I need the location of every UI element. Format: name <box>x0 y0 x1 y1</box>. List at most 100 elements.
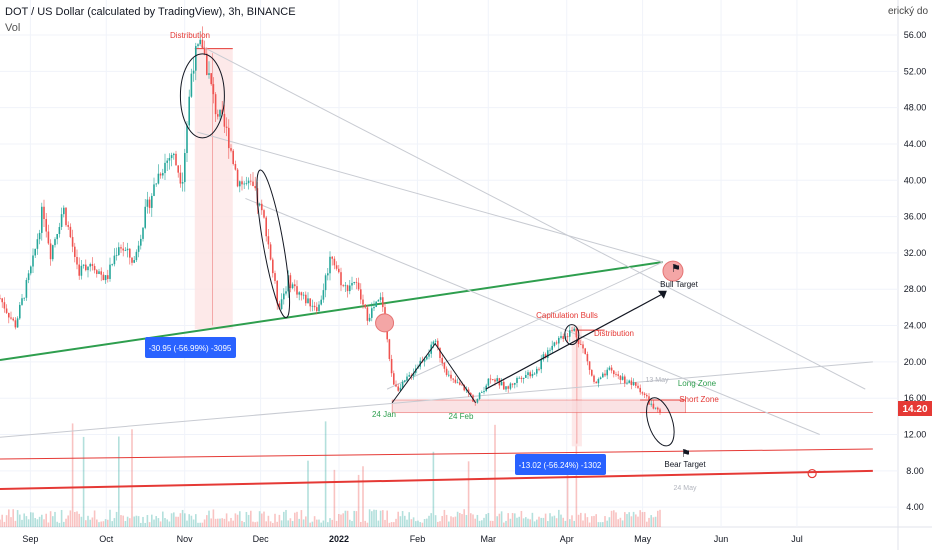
volume-bar <box>296 511 298 527</box>
candle-body <box>342 285 344 287</box>
candle-body <box>406 376 408 381</box>
candle-body <box>19 304 21 319</box>
candle-body <box>280 299 283 310</box>
volume-bar <box>85 520 87 527</box>
candle-body <box>30 266 32 274</box>
volume-bar <box>608 517 611 527</box>
candle-body <box>100 271 102 275</box>
volume-bar <box>291 521 294 527</box>
volume-bar <box>401 511 404 527</box>
bull-arrow-head <box>657 290 667 299</box>
volume-bar <box>643 511 646 527</box>
candle-body <box>538 368 540 370</box>
candle-body <box>439 347 441 358</box>
candle-body <box>437 340 439 348</box>
candle-body <box>129 248 131 258</box>
candle-body <box>146 199 149 207</box>
candle-body <box>43 206 45 220</box>
zigzag-line <box>391 342 477 404</box>
candle-body <box>126 248 129 251</box>
volume-bar <box>19 514 21 527</box>
candle-body <box>23 297 25 299</box>
candle-body <box>652 403 655 409</box>
volume-bar <box>375 509 377 527</box>
time-tick-label: Apr <box>560 534 574 544</box>
volume-indicator-label[interactable]: Vol <box>5 22 21 34</box>
volume-bar <box>214 518 217 527</box>
candle-body <box>41 206 43 233</box>
volume-bar <box>223 518 226 527</box>
volume-bar <box>509 518 512 527</box>
candle-body <box>142 227 144 239</box>
volume-bar <box>78 513 80 527</box>
drop-callout-1[interactable]: -30.95 (-56.99%) -3095 <box>145 337 236 358</box>
volume-bar <box>604 516 606 527</box>
candle-body <box>463 384 465 391</box>
drop-callout-2[interactable]: -13.02 (-56.24%) -1302 <box>515 454 606 475</box>
scale-label[interactable]: erický do <box>887 6 928 17</box>
candle-body <box>291 284 294 289</box>
price-axis-panel[interactable] <box>898 0 932 550</box>
volume-bar <box>544 513 547 527</box>
candle-body <box>113 255 116 265</box>
candle-body <box>395 384 397 387</box>
volume-bar <box>410 519 413 527</box>
candle-body <box>69 226 72 238</box>
volume-bar <box>245 511 248 527</box>
candle-body <box>234 164 237 170</box>
volume-bar <box>624 512 626 527</box>
volume-bar <box>49 511 52 527</box>
volume-bar <box>426 518 428 527</box>
candle-body <box>500 381 503 386</box>
candle-body <box>162 173 164 176</box>
candle-body <box>327 273 329 276</box>
volume-bar <box>443 509 446 527</box>
decline-ellipse <box>256 169 291 319</box>
volume-bar <box>452 517 454 527</box>
volume-bar <box>335 520 338 527</box>
candle-body <box>243 183 245 185</box>
candle-body <box>452 378 454 380</box>
candle-body <box>173 153 175 156</box>
volume-bar <box>606 520 608 527</box>
candle-body <box>228 127 230 149</box>
candle-body <box>294 284 296 287</box>
volume-bar <box>60 509 63 527</box>
candle-body <box>540 359 542 370</box>
volume-bar <box>133 516 135 527</box>
volume-bar <box>221 518 223 527</box>
candle-body <box>591 369 593 376</box>
volume-bar <box>252 521 254 527</box>
candle-body <box>10 317 12 319</box>
volume-bar <box>478 520 481 527</box>
candle-body <box>483 390 485 393</box>
candle-body <box>364 304 366 308</box>
candle-body <box>320 299 322 305</box>
volume-bar <box>599 522 602 527</box>
candle-body <box>98 271 100 274</box>
candle-body <box>241 181 243 185</box>
candle-body <box>85 264 87 271</box>
volume-bar <box>648 517 650 527</box>
volume-bar <box>300 510 303 527</box>
candle-body <box>285 291 287 294</box>
chart-title: DOT / US Dollar (calculated by TradingVi… <box>5 6 296 18</box>
volume-bar <box>553 515 556 527</box>
time-tick-label: Dec <box>253 534 270 544</box>
volume-bar <box>575 440 578 527</box>
candle-body <box>615 374 617 375</box>
candle-body <box>27 273 30 281</box>
candle-body <box>236 169 239 187</box>
volume-bar <box>522 518 525 527</box>
volume-bar <box>650 515 652 527</box>
volume-bar <box>166 519 168 527</box>
volume-bar <box>456 511 459 527</box>
volume-bar <box>168 521 171 527</box>
candle-body <box>212 84 215 95</box>
price-tick-label: 56.00 <box>904 30 927 40</box>
volume-bar <box>3 521 6 527</box>
last-price-tag-bg <box>898 401 932 416</box>
volume-bar <box>397 511 399 527</box>
